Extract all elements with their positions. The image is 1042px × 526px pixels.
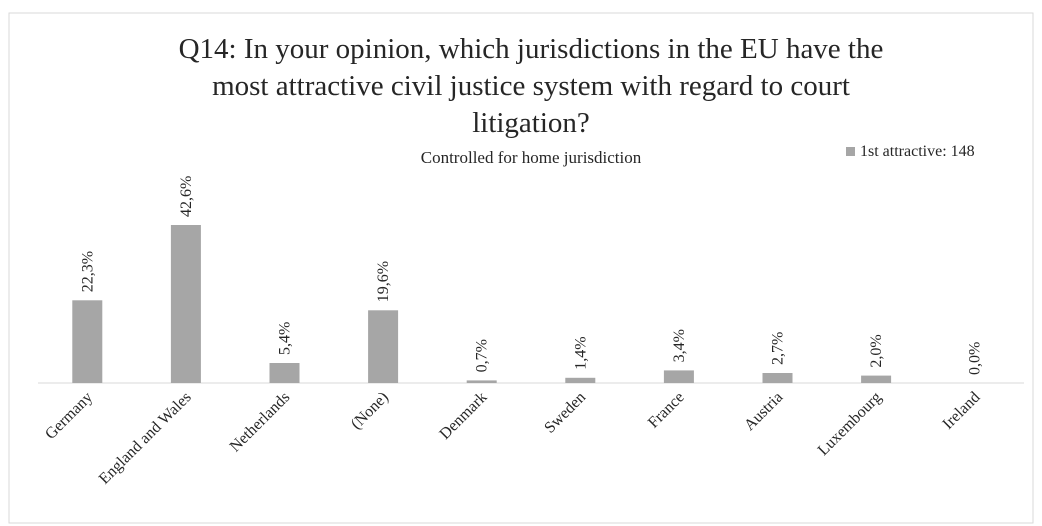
bar <box>170 225 201 383</box>
bar <box>466 380 497 383</box>
bar <box>762 373 793 383</box>
data-label: 2,7% <box>770 332 787 365</box>
bar <box>663 370 694 383</box>
data-label: 2,0% <box>868 334 885 367</box>
chart-title: Q14: In your opinion, which jurisdiction… <box>179 33 884 139</box>
data-labels-group: 22,3% 42,6% 5,4% 19,6% 0,7% 1,4% 3,4% 2,7% 2,0% 0… <box>79 176 983 375</box>
data-label: 22,3% <box>79 251 96 292</box>
data-label: 0,0% <box>967 342 984 375</box>
data-label: 1,4% <box>572 336 589 369</box>
bar <box>565 377 596 383</box>
chart-title-line: litigation? <box>472 107 590 139</box>
bar <box>72 300 103 383</box>
chart-title-line: most attractive civil justice system wit… <box>212 70 850 102</box>
data-label: 5,4% <box>277 322 294 355</box>
data-label: 0,7% <box>474 339 491 372</box>
bar <box>861 375 892 383</box>
data-label: 42,6% <box>178 176 195 217</box>
data-label: 19,6% <box>375 261 392 302</box>
data-label: 3,4% <box>671 329 688 362</box>
chart-subtitle: Controlled for home jurisdiction <box>421 148 642 167</box>
bar <box>368 310 399 383</box>
bar <box>269 363 300 383</box>
legend-swatch <box>846 147 855 156</box>
legend: 1st attractive: 148 <box>846 143 975 160</box>
bars-group <box>72 225 892 383</box>
legend-label: 1st attractive: 148 <box>860 143 975 160</box>
chart-title-line: Q14: In your opinion, which jurisdiction… <box>179 33 884 65</box>
